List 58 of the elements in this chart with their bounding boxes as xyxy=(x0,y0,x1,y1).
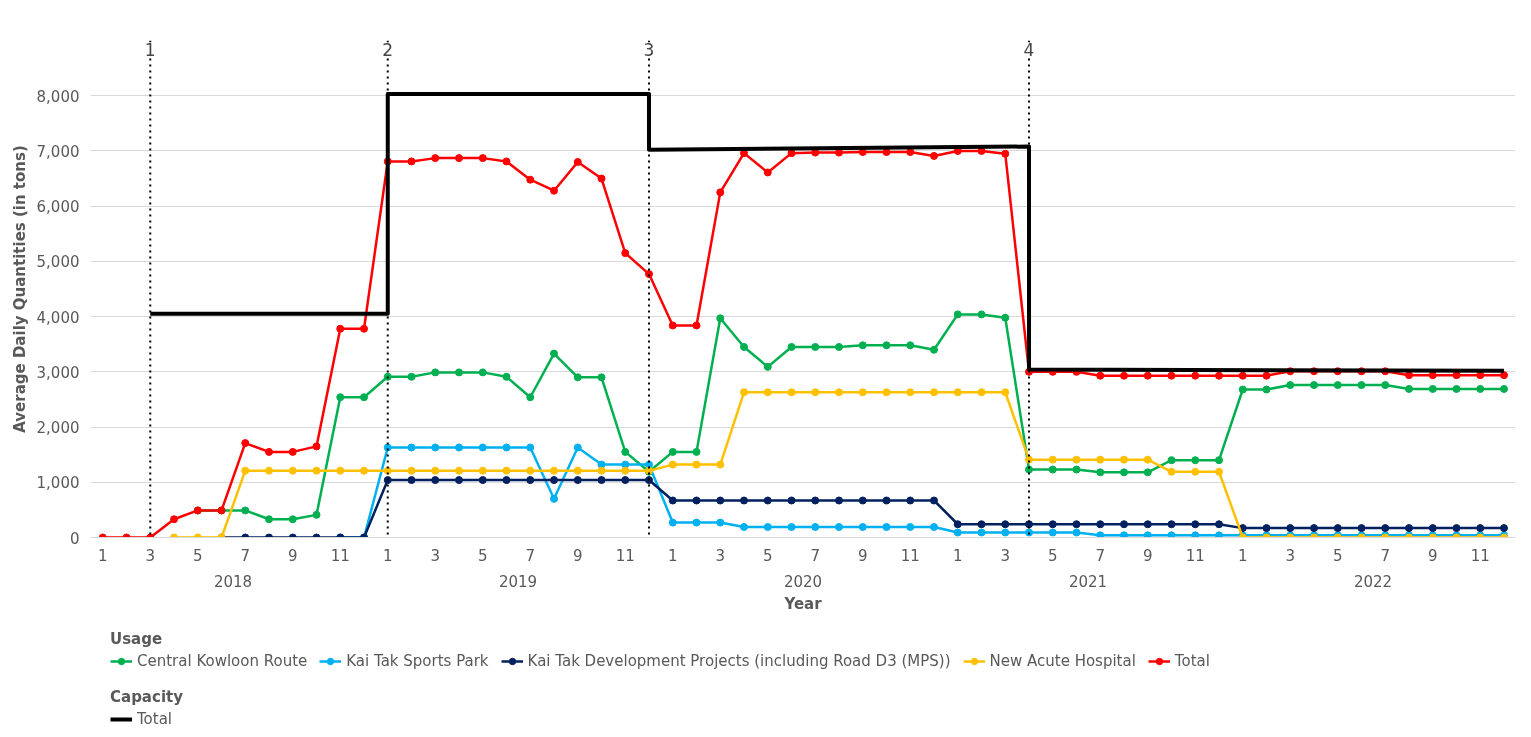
y-tick-label: 1,000 xyxy=(36,474,80,493)
y-tick-label: 5,000 xyxy=(36,253,80,272)
x-tick-label: 5 xyxy=(1332,546,1343,565)
legend-label: New Acute Hospital xyxy=(989,652,1136,670)
x2-tick-label: 2018 xyxy=(213,572,253,591)
text: Capacity xyxy=(110,688,183,706)
ref-line-label: 4 xyxy=(1023,39,1035,60)
legend-label: Total xyxy=(137,710,173,728)
ref-line-label: 2 xyxy=(382,39,394,60)
y-tick-label: 8,000 xyxy=(36,87,80,106)
y-tick-label: 4,000 xyxy=(36,308,80,327)
x-tick-label: 11 xyxy=(1470,546,1490,565)
x-tick-label: 9 xyxy=(857,546,868,565)
x-tick-label: 3 xyxy=(1285,546,1296,565)
x-tick-label: 3 xyxy=(145,546,156,565)
legend-label: Central Kowloon Route xyxy=(137,652,308,670)
x-axis-title: Year xyxy=(783,594,823,613)
x2-tick-label: 2022 xyxy=(1353,572,1393,591)
x2-tick-label: 2019 xyxy=(498,572,538,591)
x-tick-label: 5 xyxy=(477,546,488,565)
x-tick-label: 5 xyxy=(192,546,203,565)
text: Usage xyxy=(110,630,163,648)
x-tick-label: 9 xyxy=(1427,546,1438,565)
legend-label: Kai Tak Sports Park xyxy=(346,652,489,670)
y-tick-label: 6,000 xyxy=(36,198,80,217)
x-tick-label: 5 xyxy=(1047,546,1058,565)
x-tick-label: 9 xyxy=(1142,546,1153,565)
legend-label: Total xyxy=(1174,652,1210,670)
x-tick-label: 3 xyxy=(1000,546,1011,565)
x-tick-label: 1 xyxy=(952,546,963,565)
legend-label: Kai Tak Development Projects (including Road D3 (MPS)) xyxy=(527,652,951,670)
x-tick-label: 7 xyxy=(1095,546,1106,565)
y-tick-label: 2,000 xyxy=(36,419,80,438)
x-tick-label: 1 xyxy=(382,546,393,565)
y-tick-label: 0 xyxy=(69,529,80,548)
x-tick-label: 7 xyxy=(1380,546,1391,565)
x-tick-label: 1 xyxy=(667,546,678,565)
x-tick-label: 7 xyxy=(240,546,251,565)
y-tick-label: 3,000 xyxy=(36,363,80,382)
x-tick-label: 5 xyxy=(762,546,773,565)
x-tick-label: 1 xyxy=(1237,546,1248,565)
x-tick-label: 11 xyxy=(615,546,635,565)
x-tick-label: 3 xyxy=(715,546,726,565)
x2-tick-label: 2020 xyxy=(783,572,823,591)
x-tick-label: 9 xyxy=(287,546,298,565)
y-axis-title: Average Daily Quantities (in tons) xyxy=(10,145,29,433)
x-tick-label: 9 xyxy=(572,546,583,565)
x-tick-label: 11 xyxy=(1185,546,1205,565)
x2-tick-label: 2021 xyxy=(1068,572,1108,591)
ref-line-label: 3 xyxy=(643,39,655,60)
x-tick-label: 7 xyxy=(525,546,536,565)
x-tick-label: 11 xyxy=(330,546,350,565)
x-tick-label: 3 xyxy=(430,546,441,565)
y-tick-label: 7,000 xyxy=(36,142,80,161)
x-tick-label: 7 xyxy=(810,546,821,565)
x-tick-label: 11 xyxy=(900,546,920,565)
ref-line-label: 1 xyxy=(144,39,156,60)
x-tick-label: 1 xyxy=(97,546,108,565)
